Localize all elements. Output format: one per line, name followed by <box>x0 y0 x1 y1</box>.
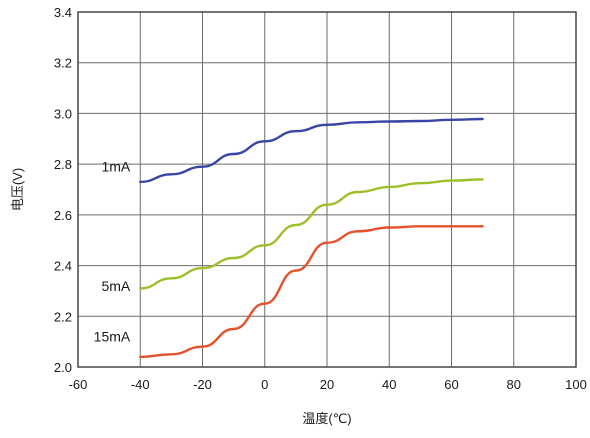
series-label-15ma: 15mA <box>94 329 131 345</box>
y-tick-label: 2.2 <box>54 309 72 324</box>
grid <box>77 11 577 368</box>
series-group <box>139 117 484 359</box>
y-tick-label: 2.0 <box>54 360 72 375</box>
plot-frame <box>77 11 577 368</box>
y-tick-label: 2.6 <box>54 208 72 223</box>
series-line-15ma <box>139 225 484 359</box>
y-tick-label: 3.2 <box>54 56 72 71</box>
x-axis-title: 温度(℃) <box>302 411 351 426</box>
series-line-5ma <box>139 178 484 290</box>
x-tick-label: -60 <box>69 377 88 392</box>
series-line-1ma <box>139 117 484 184</box>
x-tick-label: -20 <box>193 377 212 392</box>
x-tick-label: 0 <box>261 377 268 392</box>
y-axis-title: 电压(V) <box>10 168 25 211</box>
y-tick-labels: 2.0 2.2 2.4 2.6 2.8 3.0 3.2 3.4 <box>54 5 72 375</box>
x-tick-label: 40 <box>382 377 396 392</box>
y-tick-label: 3.0 <box>54 106 72 121</box>
series-label-5ma: 5mA <box>101 278 130 294</box>
series-labels: 1mA 5mA 15mA <box>94 159 131 345</box>
x-tick-label: 100 <box>565 377 587 392</box>
x-tick-label: 80 <box>507 377 521 392</box>
y-tick-label: 2.8 <box>54 157 72 172</box>
x-tick-label: 60 <box>444 377 458 392</box>
x-tick-label: 20 <box>320 377 334 392</box>
x-tick-labels: -60 -40 -20 0 20 40 60 80 100 <box>69 377 587 392</box>
y-tick-label: 3.4 <box>54 5 72 20</box>
series-label-1ma: 1mA <box>101 159 130 175</box>
y-tick-label: 2.4 <box>54 259 72 274</box>
x-tick-label: -40 <box>131 377 150 392</box>
